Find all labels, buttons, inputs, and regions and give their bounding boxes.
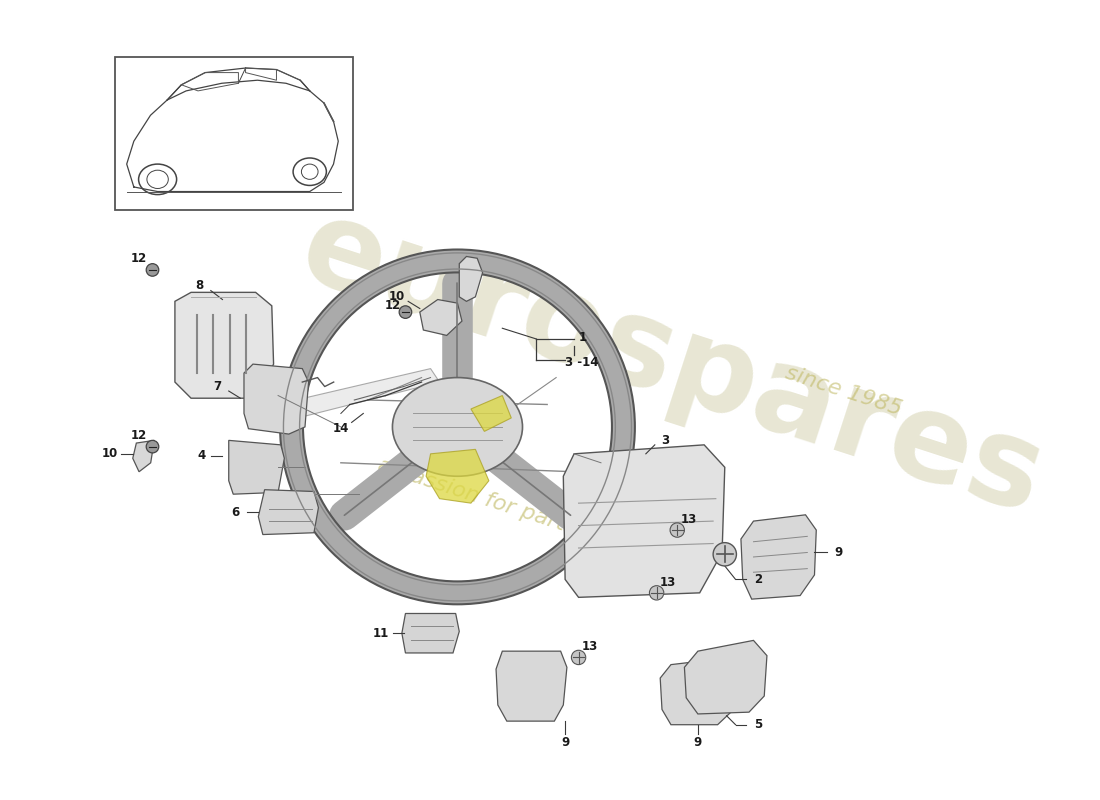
Circle shape bbox=[146, 440, 158, 453]
Polygon shape bbox=[496, 651, 566, 721]
Text: 14: 14 bbox=[332, 422, 349, 435]
Circle shape bbox=[670, 523, 684, 538]
Text: 9: 9 bbox=[561, 736, 569, 749]
Polygon shape bbox=[244, 364, 309, 434]
Text: 2: 2 bbox=[754, 573, 762, 586]
Circle shape bbox=[713, 542, 736, 566]
Text: 5: 5 bbox=[754, 718, 762, 731]
Ellipse shape bbox=[393, 378, 522, 476]
Polygon shape bbox=[258, 490, 318, 534]
Text: 13: 13 bbox=[660, 575, 676, 589]
Bar bbox=[114, 58, 352, 210]
Text: since 1985: since 1985 bbox=[782, 362, 904, 419]
Text: 8: 8 bbox=[195, 278, 204, 292]
Text: 10: 10 bbox=[101, 447, 118, 460]
Polygon shape bbox=[471, 395, 512, 431]
Polygon shape bbox=[175, 292, 274, 398]
Text: 12: 12 bbox=[385, 299, 402, 312]
Polygon shape bbox=[563, 445, 725, 598]
Text: 1: 1 bbox=[579, 330, 587, 344]
Text: 13: 13 bbox=[582, 640, 598, 653]
Polygon shape bbox=[460, 257, 483, 302]
Text: a passion for parts since 1985: a passion for parts since 1985 bbox=[375, 455, 702, 578]
Text: 4: 4 bbox=[198, 449, 206, 462]
Text: 12: 12 bbox=[131, 252, 147, 265]
Polygon shape bbox=[402, 614, 460, 653]
Text: 13: 13 bbox=[681, 513, 697, 526]
Text: 3: 3 bbox=[661, 434, 670, 447]
Polygon shape bbox=[420, 299, 462, 335]
Polygon shape bbox=[660, 658, 736, 725]
Text: 9: 9 bbox=[694, 736, 702, 749]
Text: 12: 12 bbox=[131, 430, 147, 442]
Text: eurospares: eurospares bbox=[287, 189, 1058, 539]
Text: 9: 9 bbox=[835, 546, 843, 559]
Polygon shape bbox=[229, 440, 285, 494]
Polygon shape bbox=[684, 640, 767, 714]
Circle shape bbox=[399, 306, 411, 318]
Text: 7: 7 bbox=[213, 380, 221, 393]
Circle shape bbox=[649, 586, 663, 600]
Circle shape bbox=[146, 264, 158, 276]
Text: 10: 10 bbox=[388, 290, 405, 303]
Circle shape bbox=[571, 650, 585, 665]
Polygon shape bbox=[296, 369, 440, 416]
Text: 6: 6 bbox=[231, 506, 239, 518]
Text: 3 -14: 3 -14 bbox=[564, 356, 598, 369]
Polygon shape bbox=[426, 450, 488, 503]
Text: 11: 11 bbox=[373, 626, 389, 640]
Polygon shape bbox=[133, 440, 154, 472]
Polygon shape bbox=[741, 515, 816, 599]
